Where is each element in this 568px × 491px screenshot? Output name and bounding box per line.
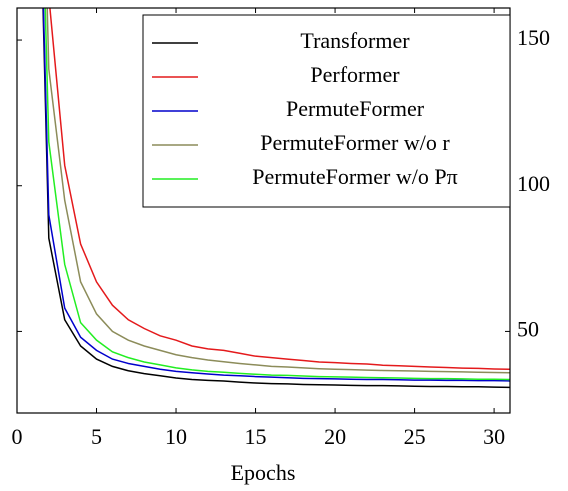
y-tick-label: 100 (517, 171, 550, 196)
series-line (44, 8, 510, 381)
x-tick-label: 30 (483, 424, 505, 449)
plot-area (42, 8, 510, 389)
x-axis-label: Epochs (231, 460, 296, 485)
series-line (42, 8, 510, 389)
y-tick-label: 50 (517, 316, 539, 341)
series-line (46, 8, 510, 374)
legend-label: PermuteFormer w/o r (260, 130, 450, 155)
legend-box (142, 14, 511, 208)
legend-label: Transformer (300, 28, 410, 53)
x-tick-label: 25 (404, 424, 426, 449)
legend-label: PermuteFormer (286, 96, 425, 121)
x-tick-label: 20 (324, 424, 346, 449)
x-tick-label: 0 (12, 424, 23, 449)
x-tick-label: 5 (91, 424, 102, 449)
x-tick-label: 15 (245, 424, 267, 449)
plot-frame (16, 7, 511, 414)
series-line (49, 8, 510, 371)
x-tick-label: 10 (165, 424, 187, 449)
legend-label: PermuteFormer w/o Pπ (252, 164, 457, 189)
y-tick-label: 150 (517, 25, 550, 50)
series-line (42, 8, 510, 382)
legend-label: Performer (310, 62, 400, 87)
